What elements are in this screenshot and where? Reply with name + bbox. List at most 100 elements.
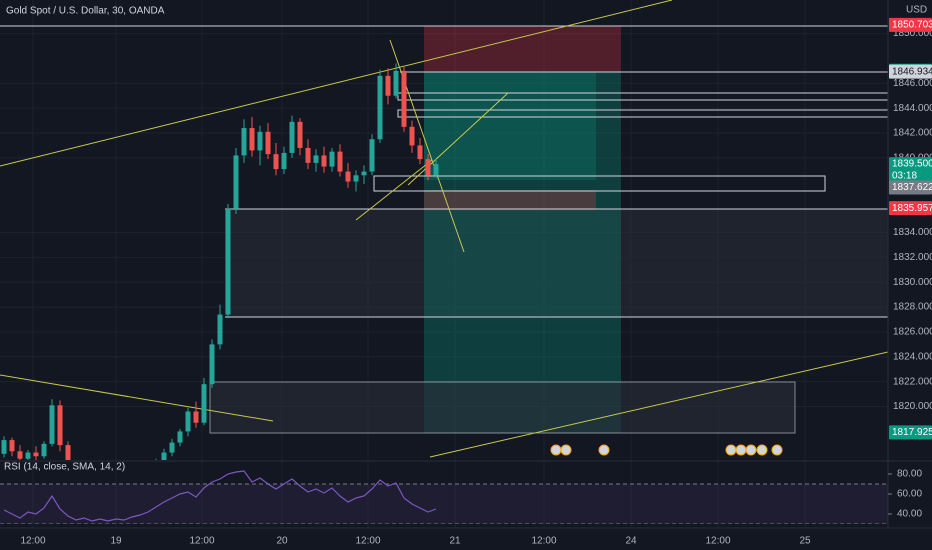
candle-body <box>249 128 255 151</box>
candle-body <box>393 70 399 96</box>
candle-body <box>209 344 215 385</box>
candle-body <box>217 314 223 345</box>
currency: USD <box>906 5 927 16</box>
candle-body <box>41 443 47 457</box>
box <box>397 92 888 101</box>
time-label: 12:00 <box>20 536 45 547</box>
price-tag <box>889 180 932 195</box>
trend-line <box>429 351 888 458</box>
price-tag-label: 1837.622 <box>892 182 932 193</box>
chart-title: Gold Spot / U.S. Dollar, 30, OANDA <box>6 6 165 17</box>
price-tick-label: 1834.000 <box>893 227 932 238</box>
candle-body <box>185 411 191 432</box>
price-tick-label: 1846.000 <box>893 78 932 89</box>
price-tag <box>889 157 932 172</box>
candle-body <box>377 75 383 140</box>
stop-zone <box>424 26 621 72</box>
time-label: 12:00 <box>189 536 214 547</box>
price-tick-label: 1832.000 <box>893 252 932 263</box>
candle-body <box>257 131 263 151</box>
candle-body <box>9 440 15 452</box>
candle-body <box>409 126 415 146</box>
price-tag <box>889 201 932 216</box>
candle-body <box>297 121 303 148</box>
candle-body <box>425 159 431 176</box>
price-tag-label: 1817.925 <box>892 427 932 438</box>
candle-body <box>281 152 287 170</box>
time-label: 24 <box>625 536 637 547</box>
time-label: 12:00 <box>355 536 380 547</box>
target-zone-active <box>424 72 596 180</box>
time-label: 20 <box>276 536 288 547</box>
rsi-line <box>3 470 437 522</box>
target-zone <box>424 72 621 433</box>
time-label: 25 <box>799 536 811 547</box>
candle-body <box>233 155 239 209</box>
price-tag <box>889 425 932 440</box>
candle-body <box>361 171 367 176</box>
box <box>373 175 826 192</box>
event-icon[interactable] <box>756 444 768 456</box>
rsi-band <box>0 484 888 524</box>
rsi-pane: 80.00 60.00 40.00 <box>0 469 922 524</box>
stop-zone-active <box>424 190 596 210</box>
price-tag-label: 1839.500 <box>892 159 932 170</box>
candle-body <box>321 155 327 167</box>
candle-body <box>313 155 319 163</box>
drawings <box>0 0 888 458</box>
event-icon[interactable] <box>598 444 610 456</box>
countdown: 03:18 <box>892 171 917 182</box>
candle-body <box>433 164 439 176</box>
price-tag-label: 1846.934 <box>892 66 932 77</box>
price-tick-label: 1828.000 <box>893 302 932 313</box>
countdown-tag <box>889 170 932 183</box>
candle-body <box>169 442 175 453</box>
price-tick-label: 1820.000 <box>893 401 932 412</box>
rsi-tick-label: 60.00 <box>897 489 922 500</box>
box <box>209 381 796 434</box>
candle-body <box>289 121 295 153</box>
event-icon[interactable] <box>735 444 747 456</box>
candle-body <box>33 452 39 457</box>
trend-line <box>355 159 433 221</box>
price-tag <box>889 17 932 32</box>
candle-body <box>401 70 407 127</box>
price-tick-label: 1850.000 <box>893 28 932 39</box>
candle-body <box>329 151 335 167</box>
candle-body <box>225 208 231 315</box>
price-tick-label: 1824.000 <box>893 351 932 362</box>
candle-body <box>353 175 359 182</box>
event-icon[interactable] <box>560 444 572 456</box>
price-tag-label: 1835.957 <box>892 203 932 214</box>
trend-line <box>0 0 673 167</box>
candle-body <box>265 131 271 155</box>
price-tick-label: 1826.000 <box>893 327 932 338</box>
rsi-tick-label: 40.00 <box>897 509 922 520</box>
candle-body <box>417 145 423 160</box>
trend-line <box>407 92 509 186</box>
price-tick-label: 1842.000 <box>893 128 932 139</box>
candle-body <box>49 405 55 444</box>
time-label: 19 <box>110 536 122 547</box>
event-icon[interactable] <box>550 444 562 456</box>
rsi-tick-label: 80.00 <box>897 469 922 480</box>
price-tag-label: 1850.703 <box>892 19 932 30</box>
candle-body <box>273 154 279 170</box>
price-tick-label: 1822.000 <box>893 376 932 387</box>
event-icon[interactable] <box>725 444 737 456</box>
candle-body <box>57 405 63 446</box>
candle-body <box>241 128 247 156</box>
candle-body <box>177 431 183 443</box>
candle-body <box>337 151 343 172</box>
candle-body <box>305 147 311 163</box>
candle-body <box>345 171 351 182</box>
event-icon[interactable] <box>745 444 757 456</box>
rsi-title: RSI (14, close, SMA, 14, 2) <box>4 462 125 473</box>
time-label: 21 <box>449 536 461 547</box>
candle-body <box>25 452 31 459</box>
candle-body <box>193 411 199 423</box>
time-label: 12:00 <box>705 536 730 547</box>
event-icon[interactable] <box>771 444 783 456</box>
